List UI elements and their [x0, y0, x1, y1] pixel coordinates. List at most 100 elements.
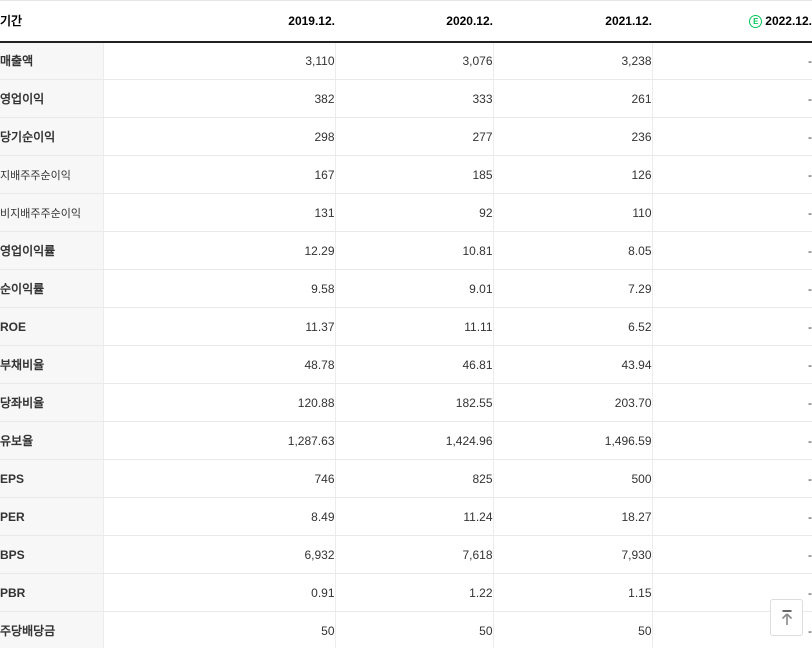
cell-value: -: [651, 307, 812, 346]
table-row: 비지배주주순이익 131 92 110-: [0, 193, 812, 232]
cell-value: 167: [102, 155, 335, 194]
row-label: EPS: [0, 459, 103, 498]
cell-value: 1,424.96: [334, 421, 493, 460]
header-col-2020-12: 2020.12.: [335, 0, 493, 43]
cell-value: -: [651, 269, 812, 308]
cell-value: 277: [334, 117, 493, 156]
cell-value: 1,287.63: [102, 421, 335, 460]
row-label: PBR: [0, 573, 103, 612]
table-row: BPS 6,932 7,618 7,930-: [0, 535, 812, 574]
cell-value: 182.55: [334, 383, 493, 422]
cell-value: -: [651, 117, 812, 156]
table-header-row: 기간 2019.12. 2020.12. 2021.12. E 2022.12.: [0, 0, 812, 43]
cell-value: 382: [102, 79, 335, 118]
row-label: 영업이익률: [0, 231, 103, 270]
cell-value: 7,618: [334, 535, 493, 574]
cell-value: -: [651, 497, 812, 536]
cell-value: 8.05: [492, 231, 652, 270]
row-label: 유보율: [0, 421, 103, 460]
cell-value: 825: [334, 459, 493, 498]
row-label: 당기순이익: [0, 117, 103, 156]
cell-value: 3,076: [334, 41, 493, 80]
cell-value: 746: [102, 459, 335, 498]
row-label: 순이익률: [0, 269, 103, 308]
cell-value: 298: [102, 117, 335, 156]
table-row: ROE 11.37 11.11 6.52-: [0, 307, 812, 346]
cell-value: -: [651, 345, 812, 384]
table-row: 부채비율 48.78 46.81 43.94-: [0, 345, 812, 384]
header-period-label: 기간: [0, 0, 103, 43]
row-label: 당좌비율: [0, 383, 103, 422]
table-row: 지배주주순이익 167 185 126-: [0, 155, 812, 194]
cell-value: -: [651, 41, 812, 80]
row-label: PER: [0, 497, 103, 536]
cell-value: -: [651, 193, 812, 232]
table-row: 당기순이익 298 277 236-: [0, 117, 812, 156]
cell-value: 43.94: [492, 345, 652, 384]
cell-value: 11.37: [102, 307, 335, 346]
cell-value: 1,496.59: [492, 421, 652, 460]
cell-value: 131: [102, 193, 335, 232]
row-label: 영업이익: [0, 79, 103, 118]
table-row: 영업이익 382 333 261-: [0, 79, 812, 118]
cell-value: -: [651, 535, 812, 574]
row-label: BPS: [0, 535, 103, 574]
cell-value: 10.81: [334, 231, 493, 270]
table-row: 영업이익률 12.29 10.81 8.05-: [0, 231, 812, 270]
cell-value: 500: [492, 459, 652, 498]
row-label: 주당배당금: [0, 611, 103, 648]
cell-value: 92: [334, 193, 493, 232]
cell-value: 1.22: [334, 573, 493, 612]
cell-value: 9.01: [334, 269, 493, 308]
row-label: 지배주주순이익: [0, 155, 103, 194]
scroll-to-top-button[interactable]: [770, 599, 803, 636]
cell-value: 12.29: [102, 231, 335, 270]
header-col-2021-12: 2021.12.: [493, 0, 652, 43]
cell-value: 46.81: [334, 345, 493, 384]
cell-value: -: [651, 155, 812, 194]
table-row: 순이익률 9.58 9.01 7.29-: [0, 269, 812, 308]
table-row: EPS 746 825 500-: [0, 459, 812, 498]
cell-value: 50: [334, 611, 493, 648]
cell-value: 3,238: [492, 41, 652, 80]
row-label: 비지배주주순이익: [0, 193, 103, 232]
cell-value: 1.15: [492, 573, 652, 612]
cell-value: 261: [492, 79, 652, 118]
cell-value: 50: [102, 611, 335, 648]
cell-value: 48.78: [102, 345, 335, 384]
cell-value: 7.29: [492, 269, 652, 308]
cell-value: 3,110: [102, 41, 335, 80]
cell-value: 0.91: [102, 573, 335, 612]
cell-value: 110: [492, 193, 652, 232]
arrow-up-to-top-icon: [781, 609, 792, 625]
table-row: 주당배당금 50 50 50-: [0, 611, 812, 648]
cell-value: 236: [492, 117, 652, 156]
header-col-2019-12: 2019.12.: [103, 0, 335, 43]
cell-value: 8.49: [102, 497, 335, 536]
cell-value: 126: [492, 155, 652, 194]
cell-value: -: [651, 383, 812, 422]
table-row: PBR 0.91 1.22 1.15-: [0, 573, 812, 612]
cell-value: -: [651, 79, 812, 118]
cell-value: 6,932: [102, 535, 335, 574]
header-col-2022-12-estimate: E 2022.12.: [652, 0, 812, 43]
table-row: 당좌비율 120.88 182.55 203.70-: [0, 383, 812, 422]
cell-value: 185: [334, 155, 493, 194]
cell-value: 9.58: [102, 269, 335, 308]
table-row: PER 8.49 11.24 18.27-: [0, 497, 812, 536]
row-label: ROE: [0, 307, 103, 346]
cell-value: 333: [334, 79, 493, 118]
estimate-badge-icon: E: [749, 14, 763, 28]
cell-value: -: [651, 231, 812, 270]
table-row: 매출액 3,110 3,076 3,238-: [0, 41, 812, 80]
cell-value: 120.88: [102, 383, 335, 422]
row-label: 부채비율: [0, 345, 103, 384]
cell-value: -: [651, 459, 812, 498]
cell-value: 11.24: [334, 497, 493, 536]
cell-value: -: [651, 421, 812, 460]
cell-value: 50: [492, 611, 652, 648]
cell-value: 11.11: [334, 307, 493, 346]
cell-value: 203.70: [492, 383, 652, 422]
